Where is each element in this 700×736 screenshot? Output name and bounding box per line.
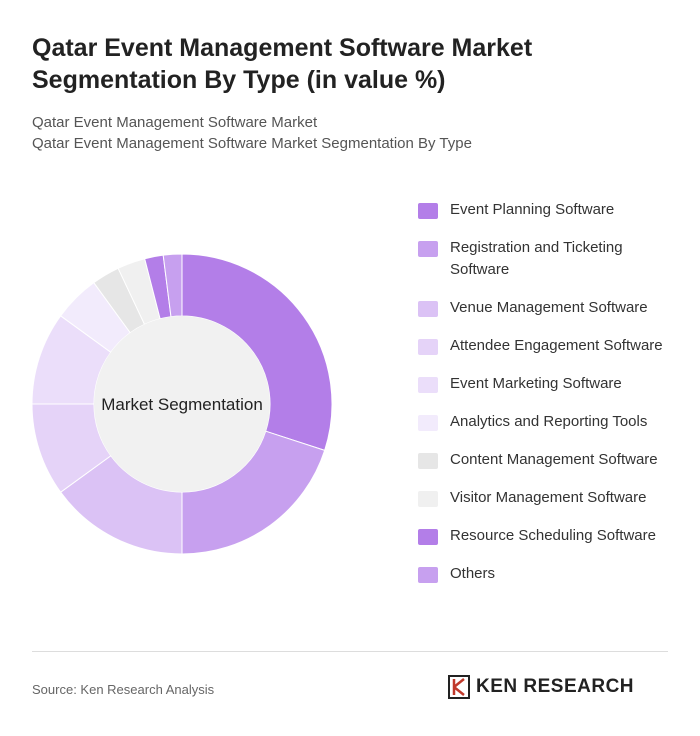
legend-label: Registration and Ticketing Software (450, 239, 623, 278)
legend-item: Registration and Ticketing Software (418, 237, 678, 281)
legend-swatch (418, 567, 438, 583)
legend: Event Planning Software Registration and … (418, 199, 678, 601)
legend-label: Attendee Engagement Software (450, 337, 663, 354)
legend-swatch (418, 415, 438, 431)
subtitle: Qatar Event Management Software Market (32, 114, 318, 131)
legend-label: Event Marketing Software (450, 375, 622, 392)
legend-label: Venue Management Software (450, 299, 648, 316)
legend-item: Resource Scheduling Software (418, 525, 678, 547)
legend-item: Event Planning Software (418, 199, 678, 221)
center-label: Market Segmentation (101, 395, 263, 414)
legend-label: Analytics and Reporting Tools (450, 413, 648, 430)
source: Source: Ken Research Analysis (32, 682, 215, 697)
legend-label: Event Planning Software (450, 201, 615, 218)
legend-swatch (418, 301, 438, 317)
legend-label: Resource Scheduling Software (450, 527, 656, 544)
legend-swatch (418, 529, 438, 545)
legend-label: Content Management Software (450, 451, 658, 468)
legend-label: Others (450, 565, 496, 582)
legend-label: Visitor Management Software (450, 489, 647, 506)
legend-item: Event Marketing Software (418, 373, 678, 395)
logo: KEN RESEARCH (448, 675, 634, 699)
legend-item: Attendee Engagement Software (418, 335, 678, 357)
legend-swatch (418, 453, 438, 469)
donut-hole (94, 316, 270, 492)
legend-swatch (418, 491, 438, 507)
legend-item: Venue Management Software (418, 297, 678, 319)
legend-item: Content Management Software (418, 449, 678, 471)
donut-chart: Market Segmentation (31, 253, 333, 555)
logo-text: KEN RESEARCH (476, 676, 635, 697)
legend-swatch (418, 339, 438, 355)
divider (32, 651, 668, 652)
legend-item: Others (418, 563, 678, 585)
legend-swatch (418, 377, 438, 393)
logo-icon (448, 675, 470, 699)
legend-item: Analytics and Reporting Tools (418, 411, 678, 433)
legend-swatch (418, 203, 438, 219)
legend-swatch (418, 241, 438, 257)
legend-item: Visitor Management Software (418, 487, 678, 509)
title: Qatar Event Management Software Market S… (32, 34, 533, 94)
subtitle: Qatar Event Management Software Market S… (32, 135, 472, 152)
